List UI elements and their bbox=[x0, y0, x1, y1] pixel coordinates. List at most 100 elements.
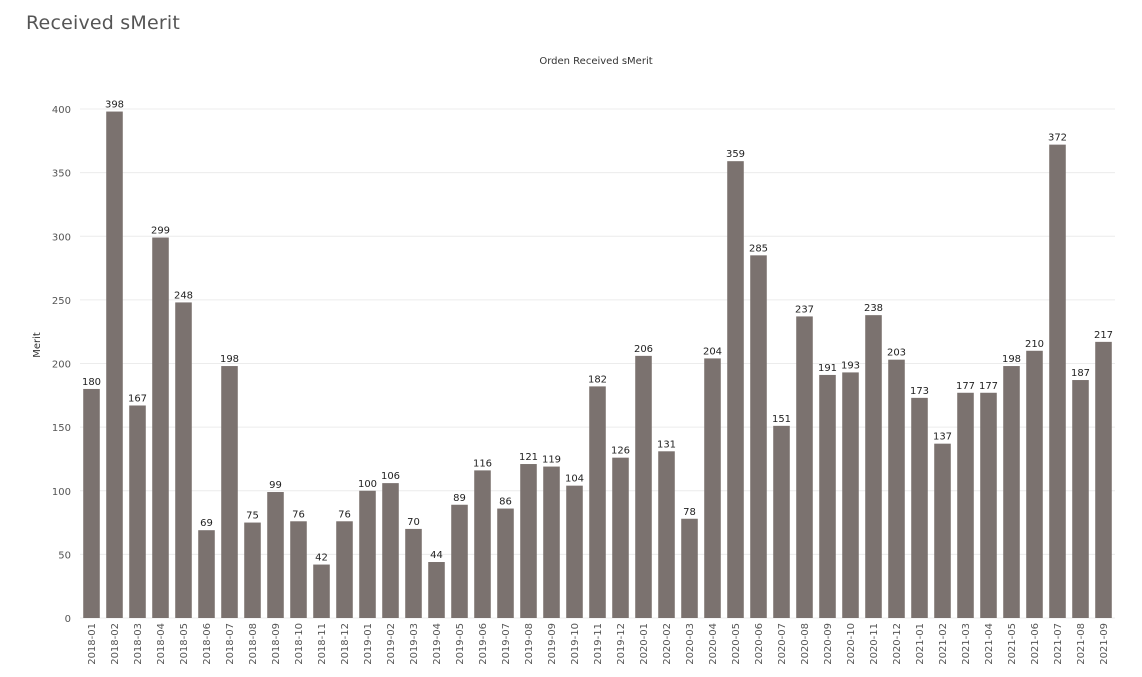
x-tick-label: 2019-03 bbox=[409, 623, 420, 665]
bar[interactable] bbox=[83, 388, 100, 618]
x-tick-label: 2018-05 bbox=[179, 623, 190, 665]
x-tick-label: 2018-06 bbox=[202, 623, 213, 665]
bar[interactable] bbox=[1072, 380, 1089, 618]
bar[interactable] bbox=[773, 425, 790, 618]
data-label: 191 bbox=[818, 363, 837, 374]
x-tick-label: 2020-01 bbox=[639, 623, 650, 665]
x-tick-label: 2020-10 bbox=[846, 623, 857, 665]
bar[interactable] bbox=[704, 358, 721, 618]
bar[interactable] bbox=[612, 457, 629, 618]
bar[interactable] bbox=[175, 302, 192, 618]
bar[interactable] bbox=[566, 485, 583, 618]
x-tick-label: 2018-07 bbox=[225, 623, 236, 665]
bar[interactable] bbox=[497, 508, 514, 618]
x-tick-label: 2019-02 bbox=[386, 623, 397, 665]
bar[interactable] bbox=[865, 315, 882, 618]
data-label: 193 bbox=[841, 360, 860, 371]
data-label: 121 bbox=[519, 452, 538, 463]
bar[interactable] bbox=[635, 355, 652, 618]
y-tick-label: 400 bbox=[52, 105, 71, 116]
data-label: 204 bbox=[703, 346, 722, 357]
x-tick-label: 2019-09 bbox=[547, 623, 558, 665]
bar[interactable] bbox=[336, 521, 353, 618]
bar[interactable] bbox=[428, 562, 445, 618]
x-tick-label: 2021-05 bbox=[1007, 623, 1018, 665]
x-tick-label: 2021-06 bbox=[1030, 623, 1041, 665]
bar[interactable] bbox=[888, 359, 905, 618]
bar[interactable] bbox=[474, 470, 491, 618]
bar[interactable] bbox=[796, 316, 813, 618]
bar[interactable] bbox=[681, 518, 698, 618]
bar[interactable] bbox=[1049, 144, 1066, 618]
bar[interactable] bbox=[290, 521, 307, 618]
data-label: 44 bbox=[430, 550, 443, 561]
y-tick-label: 150 bbox=[52, 423, 71, 434]
bar[interactable] bbox=[313, 564, 330, 618]
bar[interactable] bbox=[221, 366, 238, 618]
bar[interactable] bbox=[934, 443, 951, 618]
y-tick-label: 350 bbox=[52, 169, 71, 180]
x-tick-label: 2020-09 bbox=[823, 623, 834, 665]
bar[interactable] bbox=[727, 161, 744, 619]
data-label: 116 bbox=[473, 458, 492, 469]
y-tick-label: 50 bbox=[58, 550, 71, 561]
bar[interactable] bbox=[980, 392, 997, 618]
x-tick-label: 2019-11 bbox=[593, 623, 604, 665]
bar[interactable] bbox=[405, 528, 422, 618]
x-tick-label: 2021-04 bbox=[984, 623, 995, 665]
bar[interactable] bbox=[1026, 350, 1043, 618]
data-label: 126 bbox=[611, 446, 630, 457]
page-title: Received sMerit bbox=[26, 12, 181, 34]
bar[interactable] bbox=[658, 451, 675, 618]
x-tick-label: 2018-11 bbox=[317, 623, 328, 665]
y-tick-label: 100 bbox=[52, 487, 71, 498]
data-label: 131 bbox=[657, 439, 676, 450]
x-tick-label: 2018-09 bbox=[271, 623, 282, 665]
data-label: 210 bbox=[1025, 339, 1044, 350]
bar[interactable] bbox=[359, 490, 376, 618]
bar[interactable] bbox=[842, 372, 859, 618]
y-tick-label: 250 bbox=[52, 296, 71, 307]
data-label: 372 bbox=[1048, 133, 1067, 144]
x-tick-label: 2021-07 bbox=[1053, 623, 1064, 665]
bar[interactable] bbox=[267, 492, 284, 618]
bar[interactable] bbox=[152, 237, 169, 618]
x-tick-label: 2019-06 bbox=[478, 623, 489, 665]
bar[interactable] bbox=[198, 530, 215, 618]
bar[interactable] bbox=[589, 386, 606, 618]
y-tick-label: 200 bbox=[52, 360, 71, 371]
bar[interactable] bbox=[451, 504, 468, 618]
bar[interactable] bbox=[244, 522, 261, 618]
bar[interactable] bbox=[129, 405, 146, 618]
bar[interactable] bbox=[106, 111, 123, 619]
data-label: 151 bbox=[772, 414, 791, 425]
chart-title: Orden Received sMerit bbox=[539, 56, 652, 67]
x-tick-label: 2018-08 bbox=[248, 623, 259, 665]
bar[interactable] bbox=[957, 392, 974, 618]
x-tick-label: 2018-03 bbox=[133, 623, 144, 665]
bar[interactable] bbox=[1003, 366, 1020, 618]
x-tick-label: 2019-07 bbox=[501, 623, 512, 665]
data-label: 177 bbox=[979, 381, 998, 392]
data-label: 299 bbox=[151, 226, 170, 237]
bar[interactable] bbox=[520, 464, 537, 618]
data-label: 70 bbox=[407, 517, 420, 528]
bar[interactable] bbox=[382, 483, 399, 618]
bar[interactable] bbox=[1095, 341, 1112, 618]
bar[interactable] bbox=[819, 374, 836, 618]
data-label: 217 bbox=[1094, 330, 1113, 341]
data-label: 86 bbox=[499, 497, 512, 508]
y-axis-ticks: 0 50 100 150 200 250 300 350 400 bbox=[52, 105, 71, 625]
data-label: 285 bbox=[749, 243, 768, 254]
x-tick-label: 2019-10 bbox=[570, 623, 581, 665]
x-tick-label: 2020-11 bbox=[869, 623, 880, 665]
data-label: 173 bbox=[910, 386, 929, 397]
bar[interactable] bbox=[543, 466, 560, 618]
data-label: 104 bbox=[565, 474, 584, 485]
x-tick-label: 2018-04 bbox=[156, 623, 167, 665]
bar[interactable] bbox=[911, 397, 928, 618]
bar[interactable] bbox=[750, 255, 767, 618]
x-tick-label: 2018-01 bbox=[87, 623, 98, 665]
data-labels: 180 398 167 299 248 69 198 75 99 76 42 76 100 106 70 44… bbox=[82, 100, 1113, 564]
y-tick-label: 0 bbox=[65, 614, 71, 625]
